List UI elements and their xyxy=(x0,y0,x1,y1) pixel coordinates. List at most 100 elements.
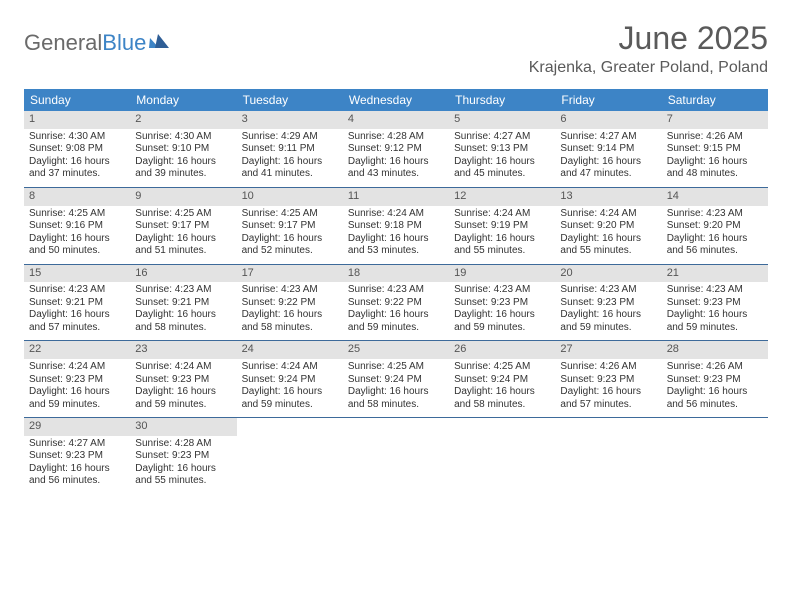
day-details: Sunrise: 4:23 AMSunset: 9:23 PMDaylight:… xyxy=(555,282,661,340)
logo-mark-icon xyxy=(149,30,171,56)
calendar-cell xyxy=(555,418,661,494)
calendar-body: 1Sunrise: 4:30 AMSunset: 9:08 PMDaylight… xyxy=(24,111,768,494)
calendar-week: 1Sunrise: 4:30 AMSunset: 9:08 PMDaylight… xyxy=(24,111,768,188)
sunrise-line: Sunrise: 4:23 AM xyxy=(242,284,338,297)
calendar-week: 22Sunrise: 4:24 AMSunset: 9:23 PMDayligh… xyxy=(24,341,768,418)
sunrise-line: Sunrise: 4:24 AM xyxy=(242,361,338,374)
day-number: 30 xyxy=(130,418,236,436)
sunset-line: Sunset: 9:20 PM xyxy=(667,220,763,233)
calendar-cell: 5Sunrise: 4:27 AMSunset: 9:13 PMDaylight… xyxy=(449,111,555,187)
day-number: 18 xyxy=(343,265,449,283)
day-number: 1 xyxy=(24,111,130,129)
day-number: 3 xyxy=(237,111,343,129)
day-number: 10 xyxy=(237,188,343,206)
calendar-cell: 30Sunrise: 4:28 AMSunset: 9:23 PMDayligh… xyxy=(130,418,236,494)
day-details: Sunrise: 4:24 AMSunset: 9:23 PMDaylight:… xyxy=(130,359,236,417)
day-number: 17 xyxy=(237,265,343,283)
day-details: Sunrise: 4:28 AMSunset: 9:23 PMDaylight:… xyxy=(130,436,236,494)
day-number: 11 xyxy=(343,188,449,206)
sunset-line: Sunset: 9:16 PM xyxy=(29,220,125,233)
day-number: 14 xyxy=(662,188,768,206)
day-details: Sunrise: 4:24 AMSunset: 9:23 PMDaylight:… xyxy=(24,359,130,417)
day-header: Monday xyxy=(130,89,236,111)
day-number: 27 xyxy=(555,341,661,359)
daylight-line: Daylight: 16 hours and 59 minutes. xyxy=(135,386,231,411)
day-header: Saturday xyxy=(662,89,768,111)
sunset-line: Sunset: 9:18 PM xyxy=(348,220,444,233)
daylight-line: Daylight: 16 hours and 43 minutes. xyxy=(348,156,444,181)
day-details: Sunrise: 4:25 AMSunset: 9:24 PMDaylight:… xyxy=(343,359,449,417)
daylight-line: Daylight: 16 hours and 53 minutes. xyxy=(348,233,444,258)
day-number: 8 xyxy=(24,188,130,206)
sunset-line: Sunset: 9:22 PM xyxy=(348,297,444,310)
calendar-cell: 14Sunrise: 4:23 AMSunset: 9:20 PMDayligh… xyxy=(662,188,768,264)
day-details: Sunrise: 4:27 AMSunset: 9:13 PMDaylight:… xyxy=(449,129,555,187)
sunset-line: Sunset: 9:15 PM xyxy=(667,143,763,156)
sunset-line: Sunset: 9:21 PM xyxy=(135,297,231,310)
day-number: 23 xyxy=(130,341,236,359)
sunrise-line: Sunrise: 4:27 AM xyxy=(560,131,656,144)
sunset-line: Sunset: 9:23 PM xyxy=(667,374,763,387)
daylight-line: Daylight: 16 hours and 55 minutes. xyxy=(454,233,550,258)
calendar-cell xyxy=(449,418,555,494)
sunrise-line: Sunrise: 4:30 AM xyxy=(29,131,125,144)
sunset-line: Sunset: 9:24 PM xyxy=(454,374,550,387)
day-header: Wednesday xyxy=(343,89,449,111)
daylight-line: Daylight: 16 hours and 47 minutes. xyxy=(560,156,656,181)
calendar-cell: 10Sunrise: 4:25 AMSunset: 9:17 PMDayligh… xyxy=(237,188,343,264)
daylight-line: Daylight: 16 hours and 52 minutes. xyxy=(242,233,338,258)
day-details: Sunrise: 4:23 AMSunset: 9:23 PMDaylight:… xyxy=(662,282,768,340)
day-details: Sunrise: 4:25 AMSunset: 9:16 PMDaylight:… xyxy=(24,206,130,264)
sunset-line: Sunset: 9:11 PM xyxy=(242,143,338,156)
day-details: Sunrise: 4:24 AMSunset: 9:20 PMDaylight:… xyxy=(555,206,661,264)
brand-part1: General xyxy=(24,30,102,56)
daylight-line: Daylight: 16 hours and 59 minutes. xyxy=(454,309,550,334)
daylight-line: Daylight: 16 hours and 57 minutes. xyxy=(560,386,656,411)
day-details: Sunrise: 4:30 AMSunset: 9:10 PMDaylight:… xyxy=(130,129,236,187)
day-header: Friday xyxy=(555,89,661,111)
sunrise-line: Sunrise: 4:28 AM xyxy=(348,131,444,144)
sunrise-line: Sunrise: 4:27 AM xyxy=(454,131,550,144)
sunset-line: Sunset: 9:08 PM xyxy=(29,143,125,156)
sunset-line: Sunset: 9:21 PM xyxy=(29,297,125,310)
sunset-line: Sunset: 9:23 PM xyxy=(667,297,763,310)
day-details: Sunrise: 4:24 AMSunset: 9:19 PMDaylight:… xyxy=(449,206,555,264)
daylight-line: Daylight: 16 hours and 55 minutes. xyxy=(560,233,656,258)
calendar-cell: 25Sunrise: 4:25 AMSunset: 9:24 PMDayligh… xyxy=(343,341,449,417)
calendar-cell xyxy=(343,418,449,494)
day-number: 21 xyxy=(662,265,768,283)
day-details: Sunrise: 4:23 AMSunset: 9:22 PMDaylight:… xyxy=(343,282,449,340)
sunset-line: Sunset: 9:20 PM xyxy=(560,220,656,233)
day-details: Sunrise: 4:25 AMSunset: 9:24 PMDaylight:… xyxy=(449,359,555,417)
sunrise-line: Sunrise: 4:24 AM xyxy=(560,208,656,221)
day-number: 2 xyxy=(130,111,236,129)
daylight-line: Daylight: 16 hours and 57 minutes. xyxy=(29,309,125,334)
calendar-cell: 22Sunrise: 4:24 AMSunset: 9:23 PMDayligh… xyxy=(24,341,130,417)
calendar-cell: 12Sunrise: 4:24 AMSunset: 9:19 PMDayligh… xyxy=(449,188,555,264)
daylight-line: Daylight: 16 hours and 58 minutes. xyxy=(242,309,338,334)
calendar-cell: 2Sunrise: 4:30 AMSunset: 9:10 PMDaylight… xyxy=(130,111,236,187)
day-number: 29 xyxy=(24,418,130,436)
day-header: Tuesday xyxy=(237,89,343,111)
title-block: June 2025 Krajenka, Greater Poland, Pola… xyxy=(529,20,768,85)
sunrise-line: Sunrise: 4:24 AM xyxy=(135,361,231,374)
daylight-line: Daylight: 16 hours and 55 minutes. xyxy=(135,463,231,488)
daylight-line: Daylight: 16 hours and 51 minutes. xyxy=(135,233,231,258)
daylight-line: Daylight: 16 hours and 59 minutes. xyxy=(560,309,656,334)
daylight-line: Daylight: 16 hours and 37 minutes. xyxy=(29,156,125,181)
sunrise-line: Sunrise: 4:24 AM xyxy=(348,208,444,221)
sunrise-line: Sunrise: 4:26 AM xyxy=(667,361,763,374)
calendar-cell: 18Sunrise: 4:23 AMSunset: 9:22 PMDayligh… xyxy=(343,265,449,341)
brand-logo: GeneralBlue xyxy=(24,30,171,56)
sunset-line: Sunset: 9:12 PM xyxy=(348,143,444,156)
sunset-line: Sunset: 9:22 PM xyxy=(242,297,338,310)
sunset-line: Sunset: 9:10 PM xyxy=(135,143,231,156)
day-details: Sunrise: 4:24 AMSunset: 9:18 PMDaylight:… xyxy=(343,206,449,264)
daylight-line: Daylight: 16 hours and 50 minutes. xyxy=(29,233,125,258)
sunrise-line: Sunrise: 4:23 AM xyxy=(667,208,763,221)
header: GeneralBlue June 2025 Krajenka, Greater … xyxy=(24,20,768,85)
page-title: June 2025 xyxy=(529,20,768,57)
daylight-line: Daylight: 16 hours and 39 minutes. xyxy=(135,156,231,181)
sunrise-line: Sunrise: 4:28 AM xyxy=(135,438,231,451)
daylight-line: Daylight: 16 hours and 58 minutes. xyxy=(348,386,444,411)
